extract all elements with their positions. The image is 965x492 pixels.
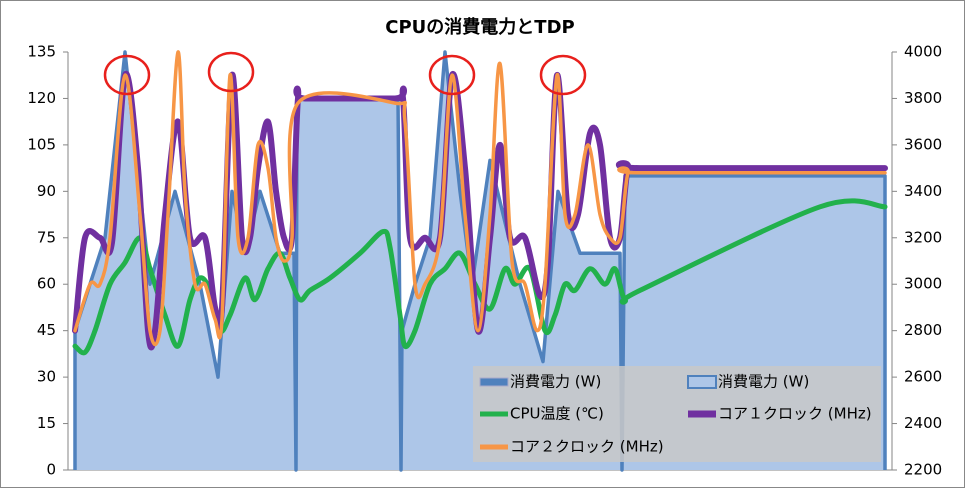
y-tick-label: 120 [27,89,56,107]
y2-tick-label: 3400 [904,182,942,200]
y2-tick-label: 2200 [904,461,942,479]
y2-tick-label: 2600 [904,368,942,386]
legend-box [473,366,881,462]
legend-label: コア２クロック (MHz) [510,438,664,456]
y2-tick-label: 3600 [904,135,942,153]
y-tick-label: 45 [37,321,56,339]
y2-tick-label: 2400 [904,414,942,432]
series-line [73,50,887,347]
legend-label: 消費電力 (W) [718,373,809,391]
highlight-circle [207,51,255,93]
legend: 消費電力 (W) 消費電力 (W) CPU温度 (℃) コア１クロック (MHz) コア… [479,373,872,456]
series-line [72,198,888,356]
legend-label: コア１クロック (MHz) [718,405,872,423]
highlight-circle [428,54,476,96]
highlight-circle [103,54,151,96]
y-tick-label: 105 [27,135,56,153]
legend-label: 消費電力 (W) [510,373,601,391]
y2-tick-label: 2800 [904,321,942,339]
highlight-circle [539,54,587,96]
y2-tick-label: 3000 [904,275,942,293]
y2-tick-label: 4000 [904,43,942,61]
y2-tick-label: 3200 [904,228,942,246]
y-tick-label: 90 [37,182,56,200]
y-tick-label: 0 [46,461,56,479]
plot-area: 0 15 30 45 60 75 90 105 120 135 2200 2400 2600 2800 30… [27,43,942,479]
y2-tick-label: 3800 [904,89,942,107]
y-tick-label: 75 [37,228,56,246]
y-tick-label: 60 [37,275,56,293]
legend-label: CPU温度 (℃) [510,405,604,423]
y-tick-label: 135 [27,43,56,61]
legend-swatch [479,377,509,387]
y-tick-label: 30 [37,368,56,386]
annotations [103,51,587,96]
chart-title: CPUの消費電力とTDP [385,16,574,38]
power-area [75,52,885,470]
legend-swatch [687,375,717,389]
y-tick-label: 15 [37,414,56,432]
